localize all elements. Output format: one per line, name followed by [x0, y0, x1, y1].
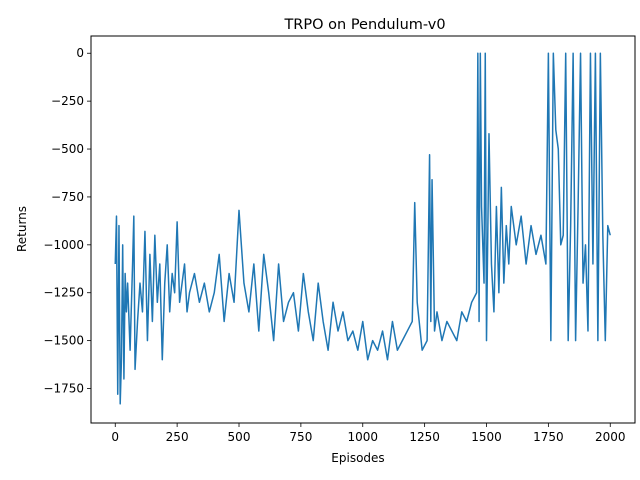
x-tick-label: 500: [228, 430, 251, 444]
y-tick-label: −500: [51, 142, 84, 156]
x-tick-label: 1250: [409, 430, 440, 444]
y-axis-title: Returns: [15, 206, 29, 252]
x-tick-label: 2000: [595, 430, 626, 444]
y-tick-label: −1500: [43, 334, 84, 348]
x-tick-label: 1000: [347, 430, 378, 444]
x-axis: 0 250 500 750 1000 1250 1500 1750 2000: [111, 423, 626, 444]
y-tick-label: −1250: [43, 286, 84, 300]
y-tick-label: −1000: [43, 238, 84, 252]
y-tick-label: 0: [76, 46, 84, 60]
x-tick-label: 250: [166, 430, 189, 444]
y-tick-label: −750: [51, 190, 84, 204]
y-tick-label: −250: [51, 94, 84, 108]
x-tick-label: 1500: [471, 430, 502, 444]
series-layer: [114, 52, 611, 405]
y-axis: 0 −250 −500 −750 −1000 −1250 −1500 −1750: [43, 46, 91, 396]
x-tick-label: 1750: [533, 430, 564, 444]
x-tick-label: 750: [289, 430, 312, 444]
series-line-0: [114, 52, 611, 405]
x-axis-title: Episodes: [331, 451, 384, 465]
y-tick-label: −1750: [43, 382, 84, 396]
chart-title: TRPO on Pendulum-v0: [283, 17, 445, 33]
x-tick-label: 0: [111, 430, 119, 444]
